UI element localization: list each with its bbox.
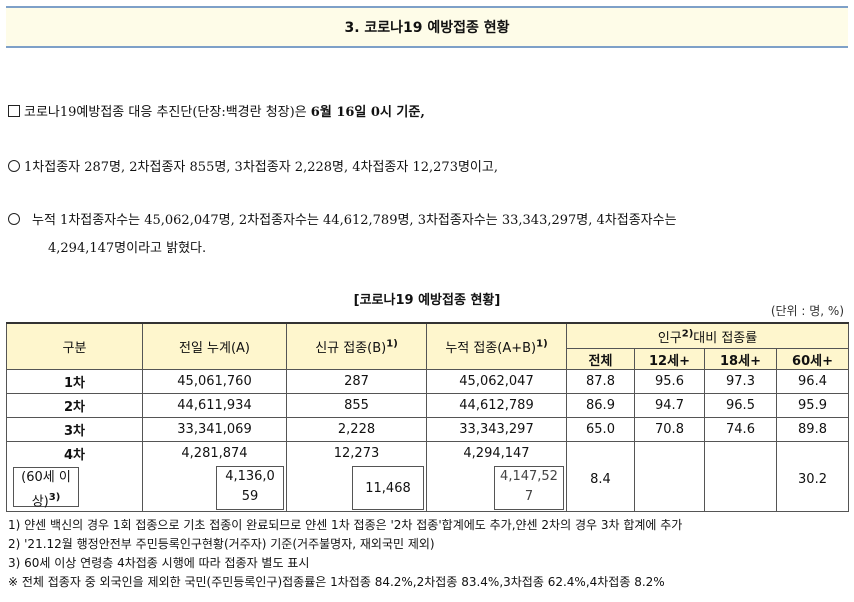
cell-rate-12: 70.8 [634,417,705,442]
header-prev: 전일 누계(A) [142,322,287,370]
header-rate-all: 전체 [566,348,635,370]
cell-cum: 4,294,147 [426,441,567,465]
circle-bullet-icon [8,213,20,225]
circle-bullet-icon [8,160,20,172]
vaccination-table: 구분 전일 누계(A) 신규 접종(B)1) 누적 접종(A+B)1) 인구2)… [6,322,850,512]
paragraph-1-text: 코로나19예방접종 대응 추진단(단장:백경란 청장)은 [24,105,311,120]
table-row: 4차 4,281,874 12,273 4,294,147 8.4 30.2 [6,441,850,512]
cell-prev-sub: 4,136,0 59 [142,465,287,512]
section-title: 3. 코로나19 예방접종 현황 [344,20,510,36]
header-rate-18: 18세+ [704,348,777,370]
cell-rate-18: 96.5 [704,393,777,418]
section-title-bar: 3. 코로나19 예방접종 현황 [6,6,848,48]
header-type: 구분 [6,322,143,370]
table-row: 3차 33,341,069 2,228 33,343,297 65.0 70.8… [6,417,850,442]
cell-rate-60: 95.9 [775,393,850,418]
header-rate-60: 60세+ [775,348,850,370]
footnote-2: 2) '21.12월 행정안전부 주민등록인구현황(거주자) 기준(거주불명자,… [8,537,435,551]
paragraph-2: 1차접종자 287명, 2차접종자 855명, 3차접종자 2,228명, 4차… [8,156,498,175]
cell-new: 855 [286,393,427,418]
header-rate-12: 12세+ [634,348,705,370]
cell-rate-all: 65.0 [566,417,635,442]
row-label: 2차 [6,393,143,418]
row-label: 1차 [6,369,143,394]
cell-new: 12,273 [286,441,427,465]
cell-rate-18: 74.6 [704,417,777,442]
row-label-sub: (60세 이 상)3) [6,465,143,512]
cell-prev: 4,281,874 [142,441,287,465]
cell-rate-60: 96.4 [775,369,850,394]
cell-rate-12 [634,441,705,512]
paragraph-1-date: 6월 16일 0시 기준, [310,105,425,120]
table-row: 1차 45,061,760 287 45,062,047 87.8 95.6 9… [6,369,850,394]
cell-new: 287 [286,369,427,394]
paragraph-1: 코로나19예방접종 대응 추진단(단장:백경란 청장)은 6월 16일 0시 기… [8,101,425,120]
footnote-3: 3) 60세 이상 연령층 4차접종 시행에 따라 접종자 별도 표시 [8,556,310,570]
table-row: 2차 44,611,934 855 44,612,789 86.9 94.7 9… [6,393,850,418]
sub-label-box: (60세 이 상)3) [13,466,79,509]
cell-rate-all: 8.4 [566,441,635,512]
paragraph-3-text: 누적 1차접종자수는 45,062,047명, 2차접종자수는 44,612,7… [32,213,677,228]
cell-rate-60: 30.2 [775,441,850,512]
paragraph-3: 누적 1차접종자수는 45,062,047명, 2차접종자수는 44,612,7… [8,209,677,228]
table-unit: (단위 : 명, %) [770,304,844,318]
paragraph-2-text: 1차접종자 287명, 2차접종자 855명, 3차접종자 2,228명, 4차… [24,160,498,175]
cell-prev: 45,061,760 [142,369,287,394]
footnote-4: ※ 전체 접종자 중 외국인을 제외한 국민(주민등록인구)접종률은 1차접종 … [8,575,665,589]
cell-rate-60: 89.8 [775,417,850,442]
cell-rate-all: 86.9 [566,393,635,418]
cell-rate-12: 94.7 [634,393,705,418]
cell-cum: 44,612,789 [426,393,567,418]
cell-cum: 45,062,047 [426,369,567,394]
cell-prev: 33,341,069 [142,417,287,442]
cell-new: 2,228 [286,417,427,442]
table-row-sub: (60세 이 상)3) 4,136,0 59 11,468 4,147,52 7 [6,465,849,512]
footnote-1: 1) 얀센 백신의 경우 1회 접종으로 기초 접종이 완료되므로 얀센 1차 … [8,518,683,532]
paragraph-3-cont-text: 4,294,147명이라고 밝혔다. [48,241,207,256]
paragraph-3-cont: 4,294,147명이라고 밝혔다. [48,237,206,256]
footnotes: 1) 얀센 백신의 경우 1회 접종으로 기초 접종이 완료되므로 얀센 1차 … [8,516,682,592]
cell-rate-all: 87.8 [566,369,635,394]
cell-new-sub: 11,468 [286,465,427,512]
header-cum: 누적 접종(A+B)1) [426,322,567,370]
cell-prev: 44,611,934 [142,393,287,418]
cell-rate-12: 95.6 [634,369,705,394]
cell-rate-18: 97.3 [704,369,777,394]
header-new: 신규 접종(B)1) [286,322,427,370]
header-rate: 인구2)대비 접종률 [565,322,850,349]
square-bullet-icon [8,105,20,117]
cell-rate-18 [704,441,777,512]
table-title: [코로나19 예방접종 현황] [353,293,501,308]
cell-cum: 33,343,297 [426,417,567,442]
cell-cum-sub: 4,147,52 7 [426,465,567,512]
row-label: 3차 [6,417,143,442]
row-label: 4차 [6,441,143,465]
